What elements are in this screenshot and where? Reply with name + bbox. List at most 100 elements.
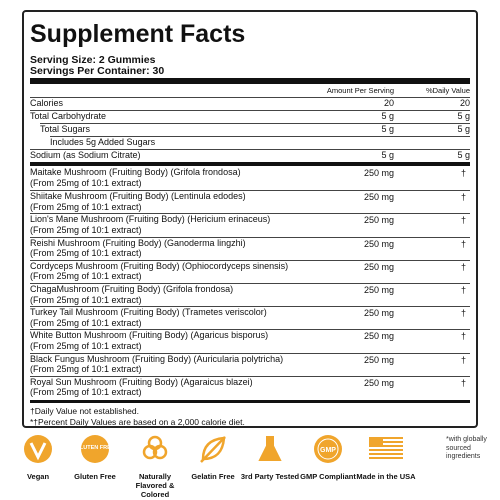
ingredient-dv: †: [460, 192, 466, 203]
nutrient-amount: 5 g: [381, 111, 394, 121]
ingredient-name: Maitake Mushroom (Fruiting Body) (Grifol…: [30, 167, 241, 177]
nutrient-amount: 20: [383, 98, 394, 108]
amount-header: Amount Per Serving: [326, 86, 394, 95]
nutrient-name: Includes 5g Added Sugars: [50, 137, 156, 147]
ingredient-amount: 250 mg: [363, 377, 394, 388]
badge-label: Gluten Free: [74, 472, 116, 481]
nutrient-row: Includes 5g Added Sugars: [50, 136, 470, 149]
ingredient-amount: 250 mg: [363, 285, 394, 295]
nutrient-dv: 5 g: [457, 111, 470, 121]
dv-header: %Daily Value: [425, 86, 470, 95]
ingredient-dv: †: [460, 285, 466, 295]
ingredient-note: (From 25mg of 10:1 extract): [30, 271, 142, 282]
ingredient-row: Maitake Mushroom (Fruiting Body) (Grifol…: [30, 167, 470, 189]
thick-rule: [30, 400, 470, 403]
badge: GMP GMP Compliant: [298, 434, 358, 481]
serving-size: Serving Size: 2 Gummies: [30, 54, 156, 66]
ingredient-amount: 250 mg: [363, 261, 394, 272]
badge: Made in the USA: [356, 434, 416, 481]
thick-rule: [30, 78, 470, 84]
ingredient-dv: †: [460, 238, 466, 249]
ingredient-amount: 250 mg: [363, 354, 394, 365]
ingredient-dv: †: [460, 377, 466, 388]
ingredient-name: Cordyceps Mushroom (Fruiting Body) (Ophi…: [30, 260, 289, 271]
badge-icon: [369, 437, 403, 459]
ingredient-note: (From 25mg of 10:1 extract): [30, 224, 142, 235]
ingredient-dv: †: [460, 354, 466, 365]
ingredient-amount: 250 mg: [363, 192, 394, 203]
nutrient-dv: 5 g: [457, 150, 470, 160]
nutrient-row: Total Sugars 5 g 5 g: [40, 123, 470, 136]
ingredient-row: White Button Mushroom (Fruiting Body) (A…: [30, 329, 470, 352]
badge-label: Vegan: [26, 472, 50, 481]
title: Supplement Facts: [30, 20, 246, 48]
badge: 3rd Party Tested: [240, 434, 300, 481]
ingredient-name: Royal Sun Mushroom (Fruiting Body) (Agar…: [30, 376, 253, 387]
nutrient-row: Sodium (as Sodium Citrate) 5 g 5 g: [30, 149, 470, 162]
ingredient-name: Lion's Mane Mushroom (Fruiting Body) (He…: [30, 214, 271, 225]
nutrient-amount: 5 g: [381, 150, 394, 160]
nutrient-name: Total Carbohydrate: [30, 111, 107, 121]
ingredient-row: Shiitake Mushroom (Fruiting Body) (Lenti…: [30, 190, 470, 213]
ingredient-name: Black Fungus Mushroom (Fruiting Body) (A…: [30, 353, 284, 364]
ingredient-row: Lion's Mane Mushroom (Fruiting Body) (He…: [30, 213, 470, 236]
ingredient-note: (From 25mg of 10:1 extract): [30, 177, 142, 188]
ingredient-amount: 250 mg: [363, 238, 394, 249]
ingredient-row: Cordyceps Mushroom (Fruiting Body) (Ophi…: [30, 259, 470, 283]
ingredient-dv: †: [460, 331, 466, 342]
nutrient-amount: 5 g: [381, 124, 394, 134]
ingredient-amount: 250 mg: [363, 331, 394, 342]
ingredient-row: ChagaMushroom (Fruiting Body) (Grifola f…: [30, 283, 470, 306]
nutrient-name: Calories: [30, 98, 64, 108]
ingredient-note: (From 25mg of 10:1 extract): [30, 201, 142, 212]
badge: Gelatin Free: [183, 434, 243, 481]
ingredient-row: Reishi Mushroom (Fruiting Body) (Ganoder…: [30, 236, 470, 260]
nutrient-dv: 20: [459, 98, 470, 108]
ingredient-note: (From 25mg of 10:1 extract): [30, 340, 142, 351]
badge: Vegan: [8, 434, 68, 481]
badge-label: 3rd Party Tested: [240, 472, 300, 481]
badge-icon: [24, 435, 52, 463]
nutrient-dv: 5 g: [457, 124, 470, 134]
ingredient-dv: †: [460, 215, 466, 226]
ingredient-name: Reishi Mushroom (Fruiting Body) (Ganoder…: [30, 237, 246, 248]
ingredient-dv: †: [460, 308, 466, 319]
badge-icon: GMP: [314, 435, 342, 463]
ingredient-note: (From 25mg of 10:1 extract): [30, 248, 142, 259]
ingredient-dv: †: [460, 261, 466, 272]
badge-label: Naturally Flavored & Colored: [135, 472, 175, 499]
badge-label: Gelatin Free: [191, 472, 235, 481]
servings-per-container: Servings Per Container: 30: [30, 65, 165, 77]
ingredient-name: White Button Mushroom (Fruiting Body) (A…: [30, 330, 269, 341]
nutrient-name: Total Sugars: [40, 124, 91, 134]
badge-icon: [200, 436, 226, 463]
footnote: *†Percent Daily Values are based on a 2,…: [30, 417, 245, 427]
badge-icon: [258, 436, 282, 461]
badge-label: GMP Compliant: [300, 472, 356, 481]
icon-text: GLUTEN FREE: [80, 445, 110, 451]
badge: GLUTEN FREE Gluten Free: [65, 434, 125, 481]
ingredient-row: Black Fungus Mushroom (Fruiting Body) (A…: [30, 352, 470, 376]
nutrient-row: Total Carbohydrate 5 g 5 g: [30, 110, 470, 123]
footnote: †Daily Value not established.: [30, 406, 139, 416]
badge-icon: GLUTEN FREE: [76, 435, 115, 463]
nutrient-row: Calories 20 20: [30, 97, 470, 110]
ingredient-amount: 250 mg: [363, 168, 394, 178]
ingredient-row: Royal Sun Mushroom (Fruiting Body) (Agar…: [30, 375, 470, 399]
thick-rule: [30, 162, 470, 166]
ingredient-note: (From 25mg of 10:1 extract): [30, 387, 142, 398]
nutrient-name: Sodium (as Sodium Citrate): [30, 150, 141, 160]
badge-icon: [142, 435, 168, 460]
ingredient-note: (From 25mg of 10:1 extract): [30, 294, 142, 305]
badge: Naturally Flavored & Colored: [125, 434, 185, 499]
ingredient-name: Turkey Tail Mushroom (Fruiting Body) (Tr…: [30, 307, 267, 318]
ingredient-name: ChagaMushroom (Fruiting Body) (Grifola f…: [30, 284, 234, 294]
icon-text: GMP: [320, 447, 336, 454]
ingredient-name: Shiitake Mushroom (Fruiting Body) (Lenti…: [30, 191, 246, 202]
supplement-facts-label: Supplement Facts Serving Size: 2 Gummies…: [22, 10, 478, 428]
ingredient-amount: 250 mg: [363, 308, 394, 319]
ingredient-note: (From 25mg of 10:1 extract): [30, 317, 142, 328]
badge-label: Made in the USA: [356, 472, 416, 481]
ingredient-row: Turkey Tail Mushroom (Fruiting Body) (Tr…: [30, 306, 470, 329]
